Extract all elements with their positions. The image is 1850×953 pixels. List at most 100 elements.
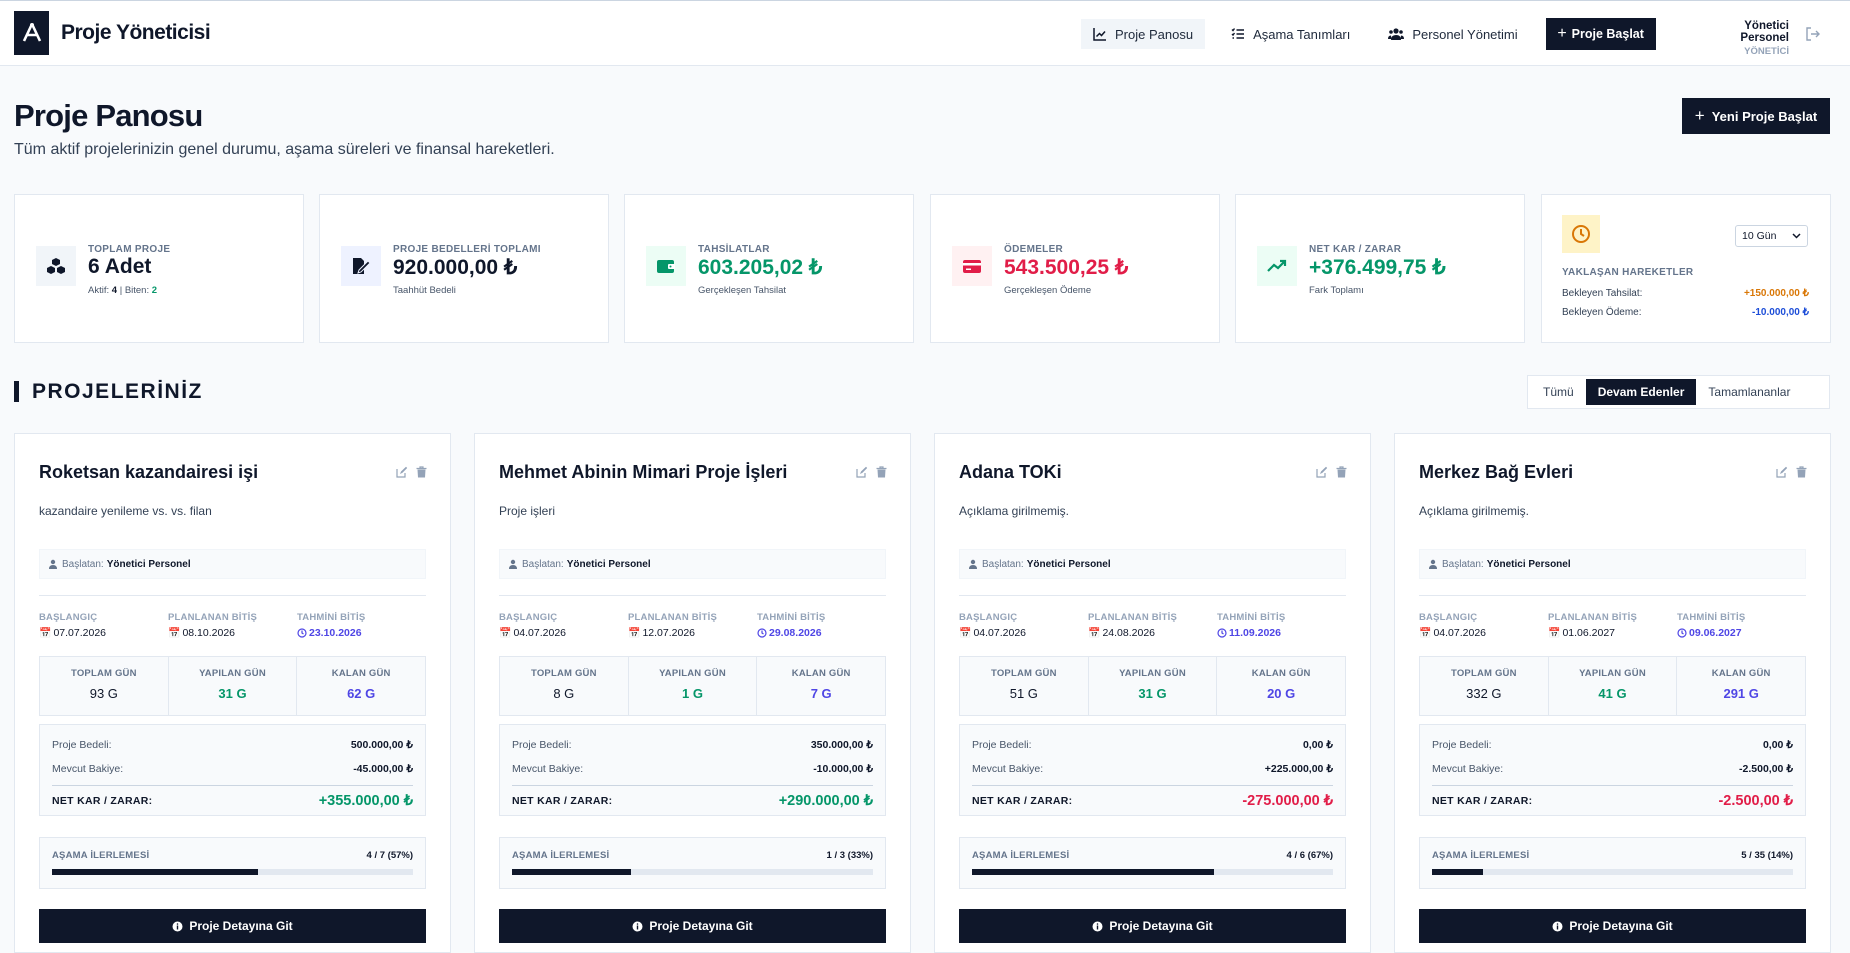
edit-icon[interactable]: [856, 466, 868, 478]
phase-progress: AŞAMA İLERLEMESİ 4 / 7 (57%): [39, 837, 426, 889]
planned-end-label: PLANLANAN BİTİŞ: [1088, 612, 1178, 623]
user-info[interactable]: Yönetici Personel YÖNETİCİ: [1695, 20, 1789, 57]
net-row: NET KAR / ZARAR: -2.500,00 ₺: [1432, 785, 1793, 815]
project-starter: Yönetici Personel: [106, 558, 191, 570]
project-start: 07.07.2026: [53, 627, 107, 639]
progress-label: AŞAMA İLERLEMESİ: [512, 850, 610, 861]
project-progress-text: 4 / 7 (57%): [366, 850, 413, 861]
project-days: TOPLAM GÜN 332 G YAPILAN GÜN 41 G KALAN GÜ…: [1419, 656, 1806, 716]
user-role: YÖNETİCİ: [1744, 46, 1789, 57]
card-actions: [856, 466, 887, 478]
section-title: PROJELERİNİZ: [14, 381, 203, 402]
project-title: Mehmet Abinin Mimari Proje İşleri: [499, 462, 788, 482]
project-card-1: Roketsan kazandairesi işi kazandaire yen…: [14, 433, 451, 953]
stat-label: NET KAR / ZARAR: [1309, 244, 1402, 255]
project-detail-button[interactable]: Proje Detayına Git: [499, 909, 886, 943]
project-start: 04.07.2026: [513, 627, 567, 639]
info-circle-icon: [1092, 921, 1103, 931]
left-days: KALAN GÜN 62 G: [297, 657, 425, 715]
nav-dashboard[interactable]: Proje Panosu: [1081, 19, 1206, 49]
main-nav: Proje Panosu Aşama Tanımları Personel Yö…: [1081, 18, 1656, 50]
stat-label: PROJE BEDELLERİ TOPLAMI: [393, 244, 541, 255]
project-detail-button[interactable]: Proje Detayına Git: [39, 909, 426, 943]
stat-label: TOPLAM PROJE: [88, 244, 171, 255]
contract-label: Proje Bedeli:: [972, 739, 1032, 751]
done-days-label: YAPILAN GÜN: [1579, 668, 1646, 679]
project-detail-button[interactable]: Proje Detayına Git: [1419, 909, 1806, 943]
project-filter-tabs: Tümü Devam Edenler Tamamlananlar: [1527, 375, 1830, 409]
starter-label: Başlatan:: [522, 558, 564, 570]
done-days: YAPILAN GÜN 41 G: [1549, 657, 1678, 715]
users-icon: [1388, 28, 1405, 40]
trash-icon[interactable]: [1336, 466, 1347, 478]
start-project-button[interactable]: + Proje Başlat: [1545, 18, 1656, 50]
net-label: NET KAR / ZARAR:: [512, 794, 613, 807]
edit-icon[interactable]: [1776, 466, 1788, 478]
filter-ongoing[interactable]: Devam Edenler: [1585, 379, 1697, 405]
divider: [1419, 595, 1806, 596]
nav-phase-definitions[interactable]: Aşama Tanımları: [1219, 19, 1362, 49]
top-bar: Proje Yöneticisi Proje Panosu Aşama Tanı…: [0, 0, 1850, 66]
net-row: NET KAR / ZARAR: +355.000,00 ₺: [52, 785, 413, 815]
project-net: -2.500,00 ₺: [1718, 792, 1793, 809]
edit-icon[interactable]: [1316, 466, 1328, 478]
progress-bar: [512, 869, 873, 875]
contract-row: Proje Bedeli: 0,00 ₺: [1432, 733, 1793, 757]
left-days-label: KALAN GÜN: [791, 668, 851, 679]
new-project-label: Yeni Proje Başlat: [1711, 108, 1818, 124]
left-days-label: KALAN GÜN: [1251, 668, 1311, 679]
clock-icon: [1677, 628, 1687, 638]
app-logo-icon[interactable]: [14, 11, 49, 55]
project-est-end: 23.10.2026: [309, 627, 362, 639]
period-select-value: 10 Gün: [1742, 230, 1777, 242]
project-detail-button[interactable]: Proje Detayına Git: [959, 909, 1346, 943]
done-days-label: YAPILAN GÜN: [659, 668, 726, 679]
start-date: BAŞLANGIÇ 📅 04.07.2026: [499, 612, 628, 639]
project-est-end: 29.08.2026: [769, 627, 822, 639]
project-planned-end: 12.07.2026: [642, 627, 696, 639]
user-icon: [49, 559, 57, 569]
project-contract: 350.000,00 ₺: [810, 739, 873, 751]
filter-completed[interactable]: Tamamlananlar: [1708, 385, 1791, 399]
left-days: KALAN GÜN 291 G: [1677, 657, 1805, 715]
pending-payment-row: Bekleyen Ödeme: -10.000,00 ₺: [1562, 307, 1809, 318]
chevron-down-icon: [1792, 233, 1801, 239]
stat-collections: TAHSİLATLAR 603.205,02 ₺ Gerçekleşen Tah…: [624, 194, 914, 343]
logout-icon[interactable]: [1805, 26, 1821, 45]
stat-sub: Gerçekleşen Tahsilat: [698, 285, 787, 296]
balance-row: Mevcut Bakiye: -2.500,00 ₺: [1432, 757, 1793, 781]
project-left-days: 20 G: [1267, 686, 1296, 701]
done-days-label: YAPILAN GÜN: [199, 668, 266, 679]
clock-icon: [1217, 628, 1227, 638]
edit-icon[interactable]: [396, 466, 408, 478]
stat-net-profit: NET KAR / ZARAR +376.499,75 ₺ Fark Topla…: [1235, 194, 1525, 343]
trash-icon[interactable]: [876, 466, 887, 478]
net-row: NET KAR / ZARAR: -275.000,00 ₺: [972, 785, 1333, 815]
trash-icon[interactable]: [1796, 466, 1807, 478]
stat-sub: Fark Toplamı: [1309, 285, 1364, 296]
progress-bar: [972, 869, 1333, 875]
project-starter: Başlatan: Yönetici Personel: [1419, 549, 1806, 579]
planned-end-date: PLANLANAN BİTİŞ 📅 12.07.2026: [628, 612, 757, 639]
period-select[interactable]: 10 Gün: [1735, 225, 1808, 247]
project-days: TOPLAM GÜN 51 G YAPILAN GÜN 31 G KALAN GÜN…: [959, 656, 1346, 716]
nav-personnel[interactable]: Personel Yönetimi: [1376, 19, 1529, 49]
stat-label: ÖDEMELER: [1004, 244, 1064, 255]
upcoming-label: YAKLAŞAN HAREKETLER: [1562, 267, 1694, 278]
project-dates: BAŞLANGIÇ 📅 04.07.2026 PLANLANAN BİTİŞ 📅 01.…: [1419, 612, 1806, 639]
stat-sub: Aktif: 4 | Biten: 2: [88, 285, 158, 296]
estimated-end-date: TAHMİNİ BİTİŞ 29.08.2026: [757, 612, 886, 639]
info-circle-icon: [632, 921, 643, 931]
trash-icon[interactable]: [416, 466, 427, 478]
plus-icon: +: [1694, 106, 1705, 125]
new-project-button[interactable]: + Yeni Proje Başlat: [1682, 98, 1830, 134]
user-icon: [969, 559, 977, 569]
filter-all[interactable]: Tümü: [1543, 385, 1574, 399]
starter-label: Başlatan:: [982, 558, 1024, 570]
project-balance: +225.000,00 ₺: [1264, 763, 1333, 775]
project-title: Adana TOKi: [959, 462, 1062, 482]
cubes-icon: [36, 246, 76, 286]
project-balance: -2.500,00 ₺: [1739, 763, 1793, 775]
phase-progress: AŞAMA İLERLEMESİ 4 / 6 (67%): [959, 837, 1346, 889]
total-days: TOPLAM GÜN 8 G: [500, 657, 629, 715]
